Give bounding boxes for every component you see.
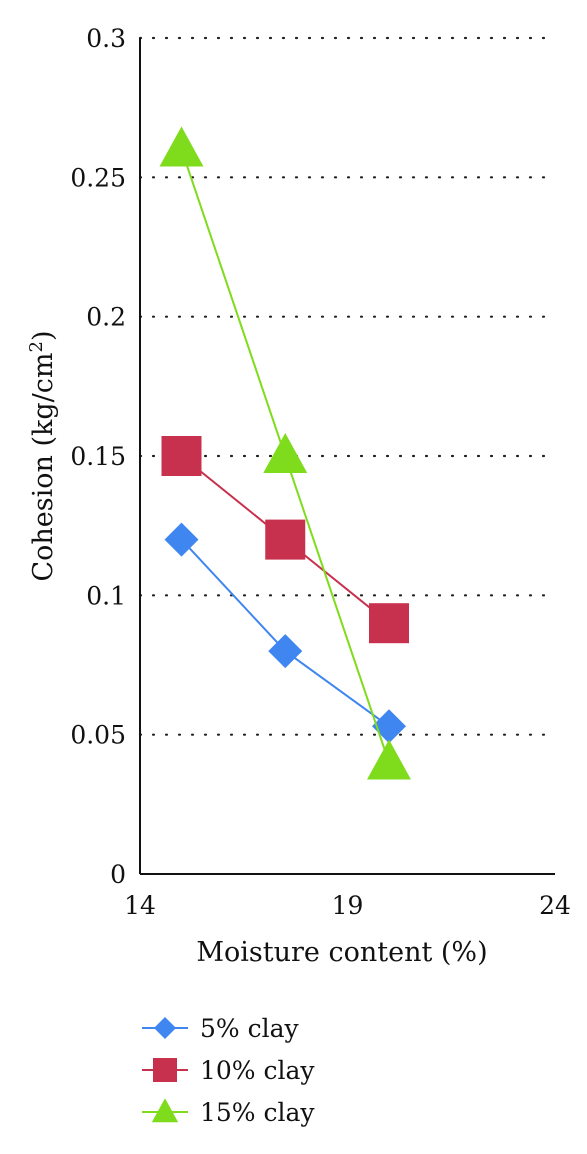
legend-label: 15% clay xyxy=(200,1098,315,1127)
y-tick-label: 0.2 xyxy=(86,303,126,332)
legend-item: 5% clay xyxy=(142,1014,300,1043)
data-point xyxy=(161,436,202,476)
legend-label: 5% clay xyxy=(200,1014,300,1043)
legend-item: 10% clay xyxy=(142,1056,315,1085)
x-axis-title: Moisture content (%) xyxy=(196,937,487,968)
data-point xyxy=(263,433,308,473)
data-point xyxy=(369,603,409,644)
data-point xyxy=(159,126,204,167)
legend-label: 10% clay xyxy=(200,1056,315,1085)
y-tick-label: 0.15 xyxy=(70,442,126,471)
x-tick-labels: 14 19 24 xyxy=(124,891,571,920)
legend-marker xyxy=(151,1098,179,1123)
y-tick-label: 0 xyxy=(110,860,126,889)
y-tick-label: 0.25 xyxy=(70,163,126,192)
x-tick-label: 24 xyxy=(539,891,571,920)
gridlines xyxy=(138,36,557,736)
legend-item: 15% clay xyxy=(142,1098,315,1127)
x-tick-label: 19 xyxy=(332,891,364,920)
y-tick-label: 0.05 xyxy=(70,721,126,750)
data-point xyxy=(164,522,199,557)
y-axis-title: Cohesion (kg/cm2) xyxy=(26,331,60,582)
x-tick-label: 14 xyxy=(124,891,156,920)
data-point xyxy=(367,739,411,780)
series-diamond xyxy=(164,522,406,744)
y-axis-title-superscript: 2 xyxy=(26,341,47,352)
series-triangle xyxy=(159,126,411,780)
legend-marker xyxy=(154,1017,176,1039)
y-axis-title-end: ) xyxy=(28,331,59,342)
legend: 5% clay 10% clay 15% clay xyxy=(142,1014,315,1127)
y-tick-label: 0.3 xyxy=(86,24,126,53)
data-point xyxy=(268,634,303,669)
series xyxy=(159,126,411,780)
legend-marker xyxy=(153,1058,177,1082)
axes xyxy=(139,38,555,875)
series-line xyxy=(180,538,390,728)
series-square xyxy=(161,436,409,644)
y-tick-labels: 0 0.05 0.1 0.15 0.2 0.25 0.3 xyxy=(70,24,126,889)
y-axis-title-main: Cohesion (kg/cm xyxy=(28,353,59,582)
data-point xyxy=(265,519,306,560)
y-tick-label: 0.1 xyxy=(86,581,126,610)
